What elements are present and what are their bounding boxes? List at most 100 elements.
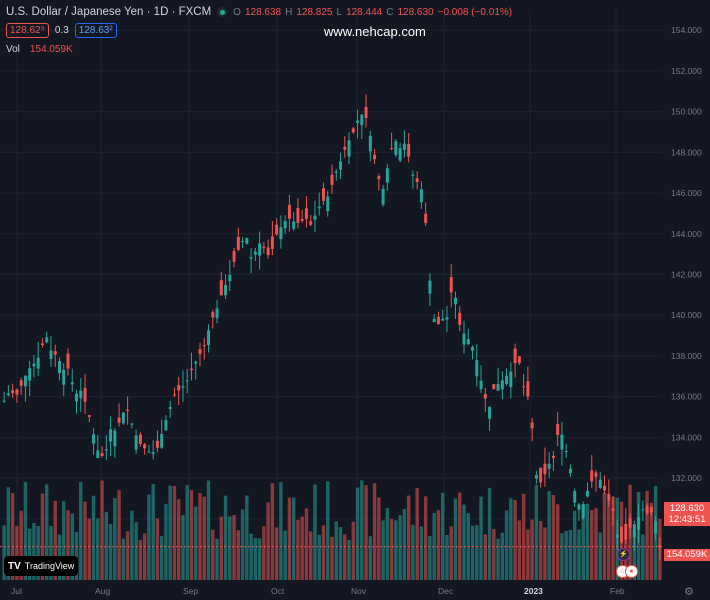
buy-button[interactable]: 128.63² xyxy=(74,23,117,38)
volume-bar xyxy=(602,492,607,580)
candle-body xyxy=(219,280,223,296)
sell-button[interactable]: 128.62⁹ xyxy=(6,23,49,38)
volume-bar xyxy=(453,498,458,580)
candle-body xyxy=(360,114,364,126)
volume-bar xyxy=(53,500,57,580)
candle-body xyxy=(649,506,653,513)
gear-icon[interactable]: ⚙ xyxy=(684,586,694,598)
candle-body xyxy=(117,417,121,423)
volume-bar xyxy=(15,525,19,580)
candle-body xyxy=(479,380,483,390)
candle-body xyxy=(381,188,385,205)
volume-bar xyxy=(526,529,530,580)
candle-body xyxy=(615,534,619,538)
candle-body xyxy=(57,361,61,374)
volume-bar xyxy=(266,502,270,580)
candle-body xyxy=(334,171,338,173)
tradingview-logo[interactable]: TV TradingView xyxy=(4,556,78,576)
volume-bar xyxy=(402,509,407,580)
candle-body xyxy=(573,490,577,503)
time-tick-label: Nov xyxy=(351,586,367,596)
volume-bar xyxy=(475,525,479,580)
candle-body xyxy=(428,280,432,294)
candle-body xyxy=(241,241,245,243)
volume-bar xyxy=(355,487,360,580)
candle-body xyxy=(654,520,658,534)
low-value: 128.444 xyxy=(346,6,383,18)
candle-body xyxy=(126,409,130,412)
volume-bar xyxy=(441,492,445,580)
volume-bar xyxy=(121,538,126,580)
volume-bar xyxy=(249,533,253,580)
volume-bar xyxy=(590,509,594,580)
candle-body xyxy=(258,243,262,256)
volume-bar xyxy=(125,531,130,580)
candle-body xyxy=(109,429,113,442)
volume-bar xyxy=(19,510,23,580)
volume-bar xyxy=(300,516,304,580)
candle-body xyxy=(172,394,176,396)
volume-bar xyxy=(364,485,368,580)
volume-bar xyxy=(581,504,585,580)
volume-bar xyxy=(32,523,36,580)
candle-body xyxy=(594,472,598,477)
candle-body xyxy=(598,479,602,488)
candle-body xyxy=(364,106,368,119)
volume-bar xyxy=(641,534,645,580)
volume-bar xyxy=(219,516,223,580)
volume-bar xyxy=(36,526,40,580)
candle-body xyxy=(620,526,624,543)
volume-bar xyxy=(138,539,143,580)
volume-bar xyxy=(543,527,547,580)
volume-bar xyxy=(223,495,228,580)
volume-bar xyxy=(202,496,206,580)
candle-body xyxy=(500,380,504,390)
candle-body xyxy=(11,390,15,394)
jp-flag-icon[interactable]: ● xyxy=(625,565,638,578)
price-axis: 154.000 152.000 150.000 148.000 146.000 144.0… xyxy=(671,25,702,524)
volume-bar xyxy=(49,525,53,580)
candle-body xyxy=(385,168,389,183)
price-tick-label: 146.000 xyxy=(671,188,702,198)
candle-body xyxy=(92,434,96,444)
price-tick-label: 140.000 xyxy=(671,310,702,320)
candle-body xyxy=(262,246,266,248)
volume-bar xyxy=(521,493,526,580)
symbol-title[interactable]: U.S. Dollar / Japanese Yen · 1D · FXCM xyxy=(6,6,212,18)
price-tick-label: 144.000 xyxy=(671,229,702,239)
open-value: 128.638 xyxy=(244,6,282,18)
time-tick-label: Jul xyxy=(11,586,22,596)
candle-body xyxy=(70,382,74,385)
volume-bar xyxy=(547,491,551,580)
candle-body xyxy=(539,467,543,483)
volume-bar xyxy=(330,536,334,580)
volume-bar xyxy=(232,514,236,580)
candle-body xyxy=(155,440,159,448)
candle-body xyxy=(189,368,193,371)
candle-body xyxy=(637,517,641,530)
volume-bar xyxy=(274,527,279,580)
volume-bar xyxy=(428,535,432,580)
volume-bar xyxy=(283,530,287,580)
candle-body xyxy=(411,174,415,176)
market-status-icon[interactable] xyxy=(217,7,228,17)
volume-bar xyxy=(177,499,181,580)
volume-bar xyxy=(164,503,168,580)
price-tick-label: 148.000 xyxy=(671,147,702,157)
volume-bar xyxy=(458,492,462,580)
volume-bar xyxy=(6,487,11,580)
volume-bar xyxy=(257,538,262,580)
candle-body xyxy=(402,143,406,150)
candle-body xyxy=(577,504,581,510)
candle-body xyxy=(270,236,274,250)
candle-body xyxy=(517,356,521,363)
lightning-icon[interactable]: ⚡ xyxy=(617,548,630,561)
time-tick-label: Dec xyxy=(438,586,454,596)
candle-body xyxy=(628,518,632,528)
volume-bar xyxy=(534,484,539,580)
candle-body xyxy=(249,257,253,259)
candle-body xyxy=(151,452,155,454)
candle-body xyxy=(130,423,134,425)
volume-label[interactable]: Vol xyxy=(6,44,20,55)
